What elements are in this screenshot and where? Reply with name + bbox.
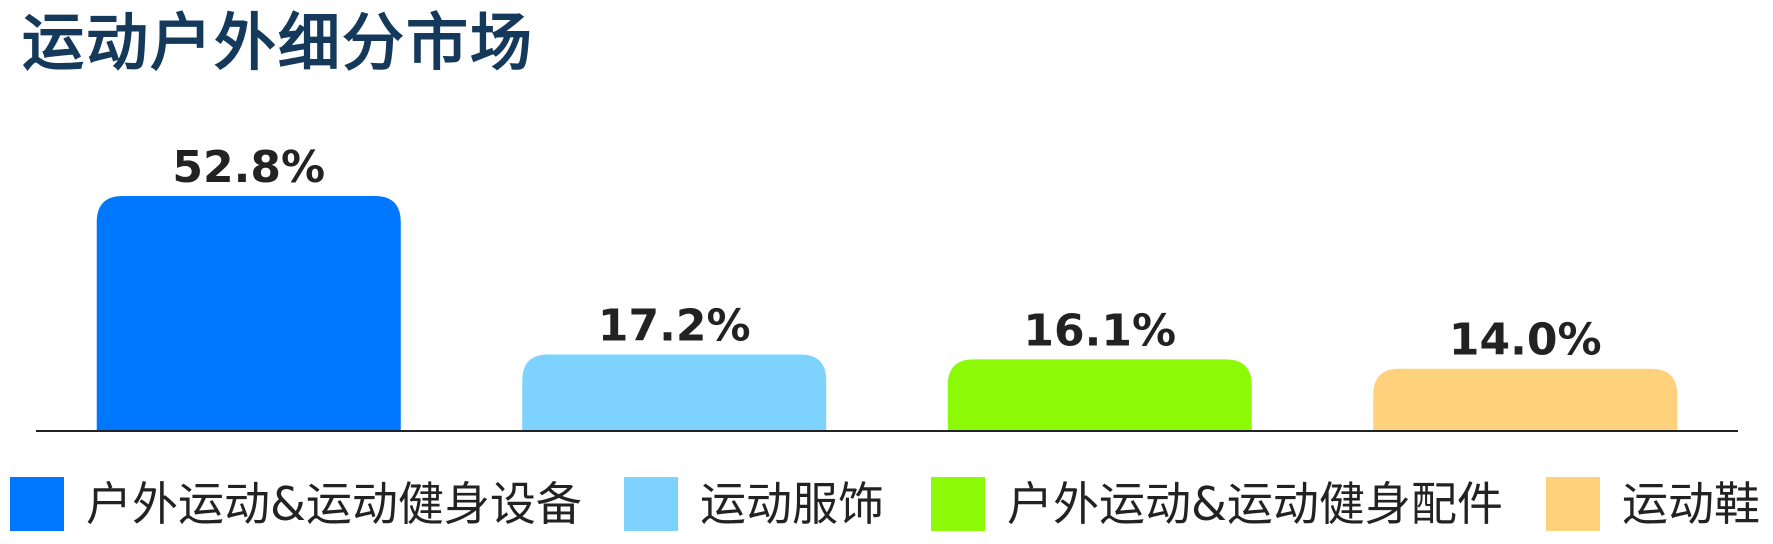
bar-outdoor-accessories <box>947 359 1252 431</box>
legend-swatch <box>931 477 985 531</box>
chart-title: 运动户外细分市场 <box>22 6 535 79</box>
legend-label: 户外运动&运动健身配件 <box>1007 477 1503 531</box>
data-label: 14.0% <box>1449 315 1602 366</box>
data-label: 17.2% <box>598 300 751 351</box>
data-labels-group: 52.8% 17.2% 16.1% 14.0% <box>172 142 1601 366</box>
bar-outdoor-equipment <box>96 196 401 431</box>
legend-item-sportswear: 运动服饰 <box>624 474 884 534</box>
bar-sportswear <box>522 354 827 431</box>
legend-swatch <box>624 477 678 531</box>
legend-item-sports-shoes: 运动鞋 <box>1546 474 1760 534</box>
bar-chart: 52.8% 17.2% 16.1% 14.0% <box>36 142 1738 432</box>
data-label: 52.8% <box>172 142 325 193</box>
legend: 户外运动&运动健身设备 运动服饰 户外运动&运动健身配件 运动鞋 <box>0 474 1773 544</box>
data-label: 16.1% <box>1023 305 1176 356</box>
legend-swatch <box>1546 477 1600 531</box>
legend-item-outdoor-accessories: 户外运动&运动健身配件 <box>931 474 1503 534</box>
legend-label: 户外运动&运动健身设备 <box>86 477 582 531</box>
bars-group <box>96 196 1678 431</box>
legend-label: 运动服饰 <box>700 477 884 531</box>
bar-sports-shoes <box>1373 368 1678 431</box>
legend-item-outdoor-equipment: 户外运动&运动健身设备 <box>10 474 582 534</box>
legend-label: 运动鞋 <box>1622 477 1760 531</box>
legend-swatch <box>10 477 64 531</box>
